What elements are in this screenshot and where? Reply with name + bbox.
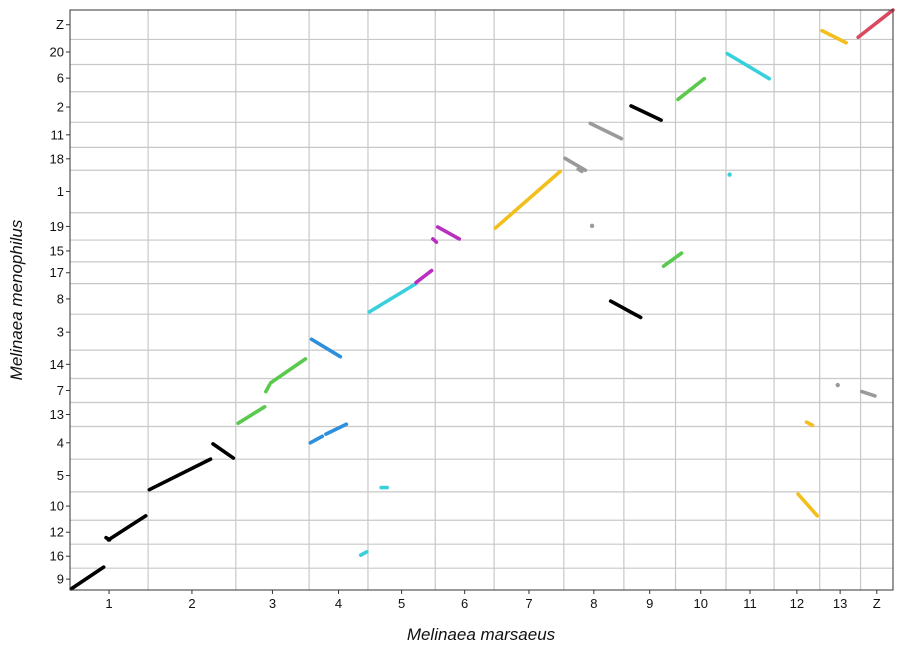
y-tick-labels: 9 16 12 10 5 4 13 7 14 3 8 17 15 19 1 18 11 2 6 20 Z <box>50 17 70 587</box>
data-segment <box>804 420 815 428</box>
data-segment <box>431 237 439 245</box>
data-segment <box>104 535 112 542</box>
series-chr-8 <box>563 121 624 229</box>
data-segment <box>576 167 584 174</box>
y-tick-label: 8 <box>57 291 64 306</box>
x-tick-label: 8 <box>590 596 597 611</box>
data-point <box>835 382 840 388</box>
y-tick-label: Z <box>56 17 64 32</box>
plot-frame <box>69 9 894 591</box>
series-chr-4 <box>308 337 349 445</box>
x-tick-labels: 1 2 3 4 5 6 7 8 9 10 11 12 13 Z <box>105 590 881 611</box>
y-tick-label: 6 <box>57 71 64 86</box>
data-segment <box>859 389 877 398</box>
x-tick-label: 12 <box>790 596 804 611</box>
x-tick-label: 6 <box>461 596 468 611</box>
data-segment <box>264 383 272 394</box>
x-tick-label: 11 <box>743 596 757 611</box>
series-chr-6 <box>414 225 462 285</box>
y-tick-label: 16 <box>50 549 64 564</box>
y-tick-label: 18 <box>50 151 64 166</box>
x-tick-label: 10 <box>694 596 708 611</box>
y-tick-label: 1 <box>57 184 64 199</box>
data-segment <box>106 514 148 542</box>
x-tick-label: 13 <box>833 596 847 611</box>
x-tick-label: 3 <box>269 596 276 611</box>
data-segment <box>661 251 684 269</box>
data-segment <box>608 299 643 320</box>
series-chr-10 <box>661 76 707 269</box>
y-tick-label: 12 <box>50 525 64 540</box>
data-segment <box>435 225 462 241</box>
y-tick-label: 4 <box>57 435 64 450</box>
series-chr-Z <box>856 8 895 40</box>
data-segment <box>236 405 267 425</box>
data-point <box>589 223 595 229</box>
x-tick-label: 2 <box>188 596 195 611</box>
x-tick-label: 5 <box>398 596 405 611</box>
y-tick-label: 11 <box>51 127 65 142</box>
data-segment <box>308 434 325 445</box>
data-segment <box>358 550 369 557</box>
y-tick-label: 13 <box>50 407 64 422</box>
x-tick-label: 7 <box>525 596 532 611</box>
x-tick-label: 1 <box>105 596 112 611</box>
y-tick-label: 15 <box>50 243 64 258</box>
y-axis-title: Melinaea menophilus <box>7 219 26 380</box>
data-segment <box>629 104 663 122</box>
series-chr-12 <box>796 28 848 518</box>
x-axis-title: Melinaea marsaeus <box>407 625 556 644</box>
series-chr-7 <box>493 169 562 230</box>
data-segment <box>676 76 707 102</box>
data-segment <box>796 492 820 518</box>
y-tick-label: 7 <box>57 383 64 398</box>
data-segment <box>268 357 308 385</box>
data-segment <box>725 51 772 81</box>
x-tick-label: 9 <box>646 596 653 611</box>
data-segment <box>309 337 343 359</box>
data-segment <box>588 121 624 141</box>
data-segment <box>820 28 848 45</box>
data-segment <box>324 422 349 436</box>
y-tick-label: 2 <box>57 100 64 115</box>
x-tick-label: 4 <box>335 596 342 611</box>
series-chr-9 <box>608 104 663 320</box>
y-tick-label: 3 <box>57 325 64 340</box>
data-segment <box>147 457 213 492</box>
series-chr-2 <box>147 442 236 492</box>
data-point <box>727 172 732 177</box>
data-segment <box>563 156 588 173</box>
data-points <box>69 8 895 591</box>
series-chr-13 <box>835 382 877 398</box>
data-segment <box>493 169 562 230</box>
y-tick-label: 17 <box>50 265 64 280</box>
y-tick-label: 20 <box>50 44 64 59</box>
y-tick-label: 9 <box>57 572 64 587</box>
series-chr-3 <box>236 357 308 425</box>
data-segment <box>69 565 106 591</box>
x-tick-label: Z <box>873 596 881 611</box>
y-tick-label: 19 <box>50 219 64 234</box>
y-tick-label: 10 <box>50 499 64 514</box>
y-tick-label: 5 <box>57 468 64 483</box>
data-segment <box>856 8 895 40</box>
data-segment <box>367 281 418 314</box>
series-chr-5 <box>358 281 418 557</box>
data-segment <box>211 442 236 460</box>
y-tick-label: 14 <box>50 357 64 372</box>
data-segment <box>414 268 434 285</box>
series-chr-1 <box>69 514 148 591</box>
grid-lines <box>70 10 893 590</box>
series-chr-11 <box>725 51 772 177</box>
